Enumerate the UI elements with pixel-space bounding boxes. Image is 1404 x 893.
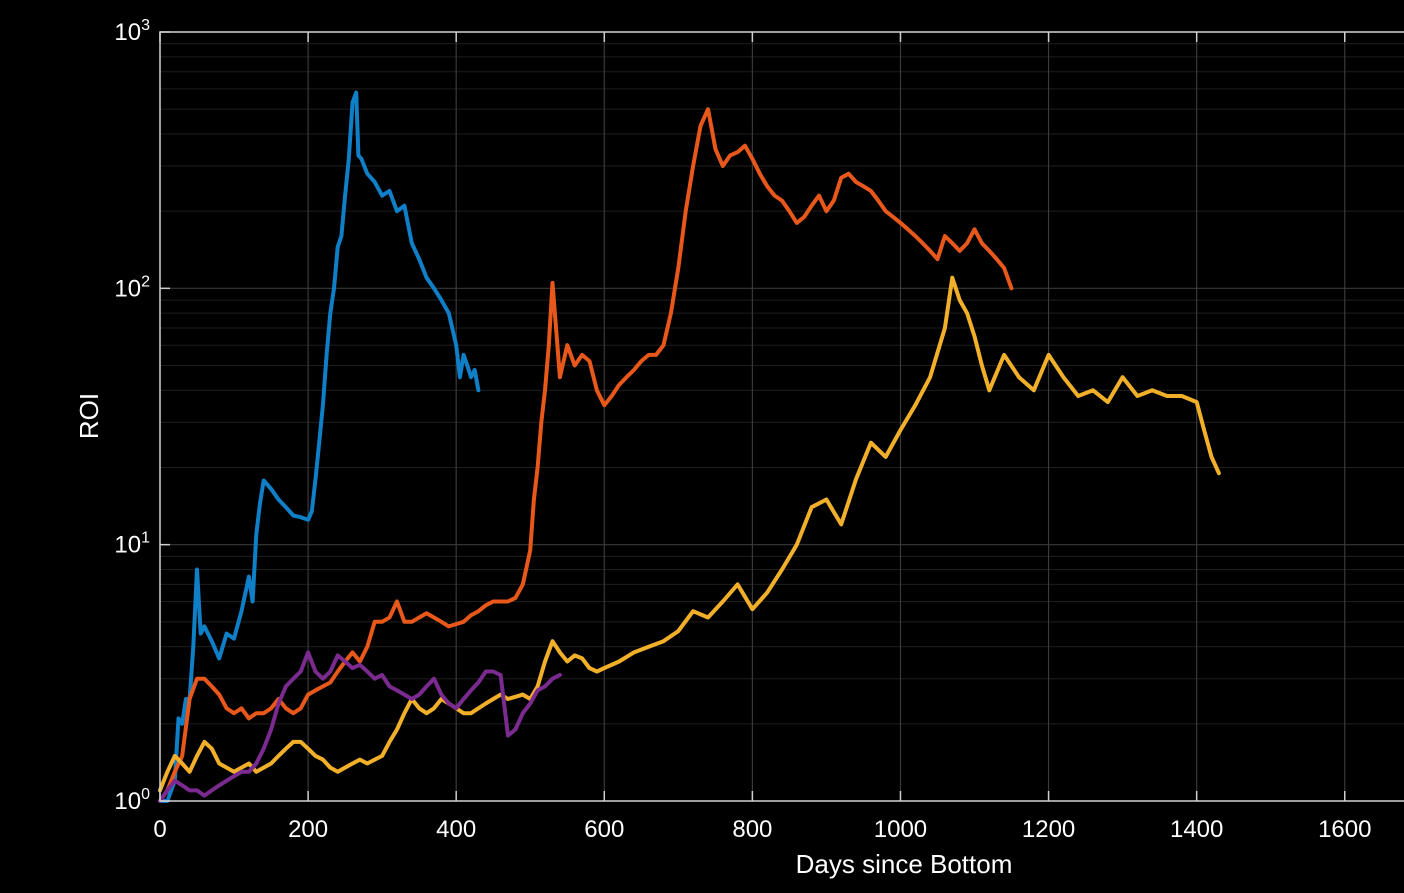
- x-tick-label: 1400: [1170, 816, 1223, 843]
- y-axis-label: ROI: [74, 393, 104, 439]
- y-tick-label: 100: [114, 786, 150, 815]
- x-tick-label: 600: [584, 816, 624, 843]
- series-line-4: [158, 650, 562, 803]
- series-line-3: [158, 275, 1221, 793]
- y-tick-label: 101: [114, 530, 150, 559]
- tick-labels: 0 200 400 600 800 1000 1200 1400 1600 100 101 102 10…: [114, 17, 1371, 843]
- series-line-1: [158, 90, 481, 803]
- series-line-2: [158, 107, 1014, 803]
- x-axis-label: Days since Bottom: [796, 849, 1013, 879]
- series-group: [158, 90, 1221, 803]
- y-tick-label: 102: [114, 273, 150, 302]
- axes: [159, 31, 1404, 802]
- x-tick-label: 1600: [1318, 816, 1371, 843]
- x-tick-label: 400: [436, 816, 476, 843]
- x-tick-label: 0: [153, 816, 166, 843]
- y-tick-label: 103: [114, 17, 150, 46]
- x-tick-label: 1000: [874, 816, 927, 843]
- x-tick-label: 200: [288, 816, 328, 843]
- axis-frame: [159, 31, 1404, 802]
- x-tick-label: 800: [732, 816, 772, 843]
- x-tick-label: 1200: [1022, 816, 1075, 843]
